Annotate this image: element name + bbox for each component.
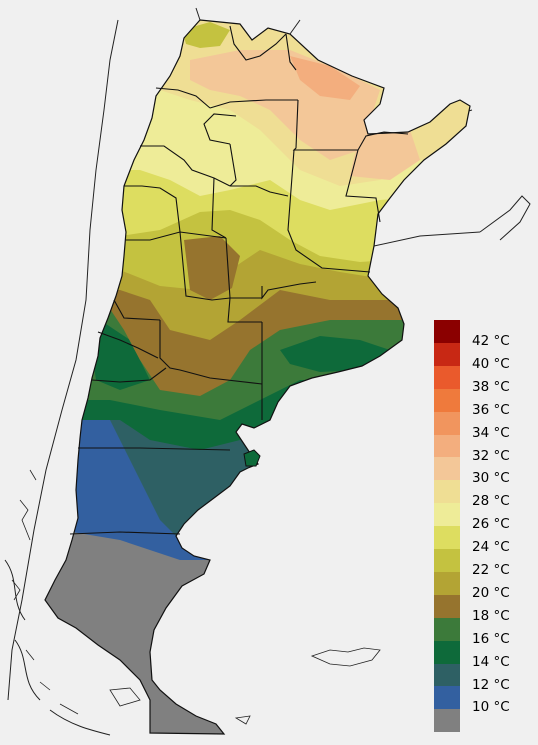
legend-label: 26 °C [472, 516, 510, 533]
legend-label: 28 °C [472, 493, 510, 510]
legend-swatch [434, 457, 460, 481]
legend-label: 32 °C [472, 447, 510, 464]
province-borders [69, 25, 409, 535]
legend-swatch [434, 411, 460, 435]
legend-label: 16 °C [472, 630, 510, 647]
legend-swatch [434, 571, 460, 595]
legend-label: 38 °C [472, 378, 510, 395]
legend-swatch [434, 686, 460, 710]
legend-label: 12 °C [472, 676, 510, 693]
legend-swatch [434, 503, 460, 527]
legend-label: 30 °C [472, 470, 510, 487]
legend-label: 10 °C [472, 699, 510, 716]
argentina-outline [44, 19, 471, 735]
legend-swatch [434, 480, 460, 504]
legend-swatch [434, 434, 460, 458]
legend-label: 24 °C [472, 539, 510, 556]
legend-label: 40 °C [472, 355, 510, 372]
zone-30c-east [350, 130, 420, 180]
zone-22c-north [182, 22, 230, 48]
legend-swatch [434, 617, 460, 641]
legend-label: 36 °C [472, 401, 510, 418]
legend-swatch [434, 663, 460, 687]
legend-swatch [434, 342, 460, 366]
neighbor-borders [4, 7, 531, 736]
zone-32c [290, 56, 360, 100]
legend-label: 20 °C [472, 584, 510, 601]
legend-label: 22 °C [472, 562, 510, 578]
legend-label: 14 °C [472, 653, 510, 670]
legend-swatch [434, 640, 460, 664]
zone-14c-east [280, 336, 390, 372]
legend-label: 42 °C [472, 333, 510, 349]
legend-swatch [434, 365, 460, 389]
legend-swatch [434, 388, 460, 412]
island-outlines [11, 469, 381, 725]
legend-swatch [434, 526, 460, 550]
legend-swatch [434, 594, 460, 618]
valdes-peninsula [243, 449, 261, 467]
legend-swatch [434, 549, 460, 572]
legend-swatch [434, 320, 460, 343]
legend-label: 34 °C [472, 424, 510, 441]
zone-18c-center [184, 236, 240, 300]
legend-swatch [434, 709, 460, 733]
zone-14c-inner [90, 320, 150, 390]
legend-label: 18 °C [472, 607, 510, 624]
